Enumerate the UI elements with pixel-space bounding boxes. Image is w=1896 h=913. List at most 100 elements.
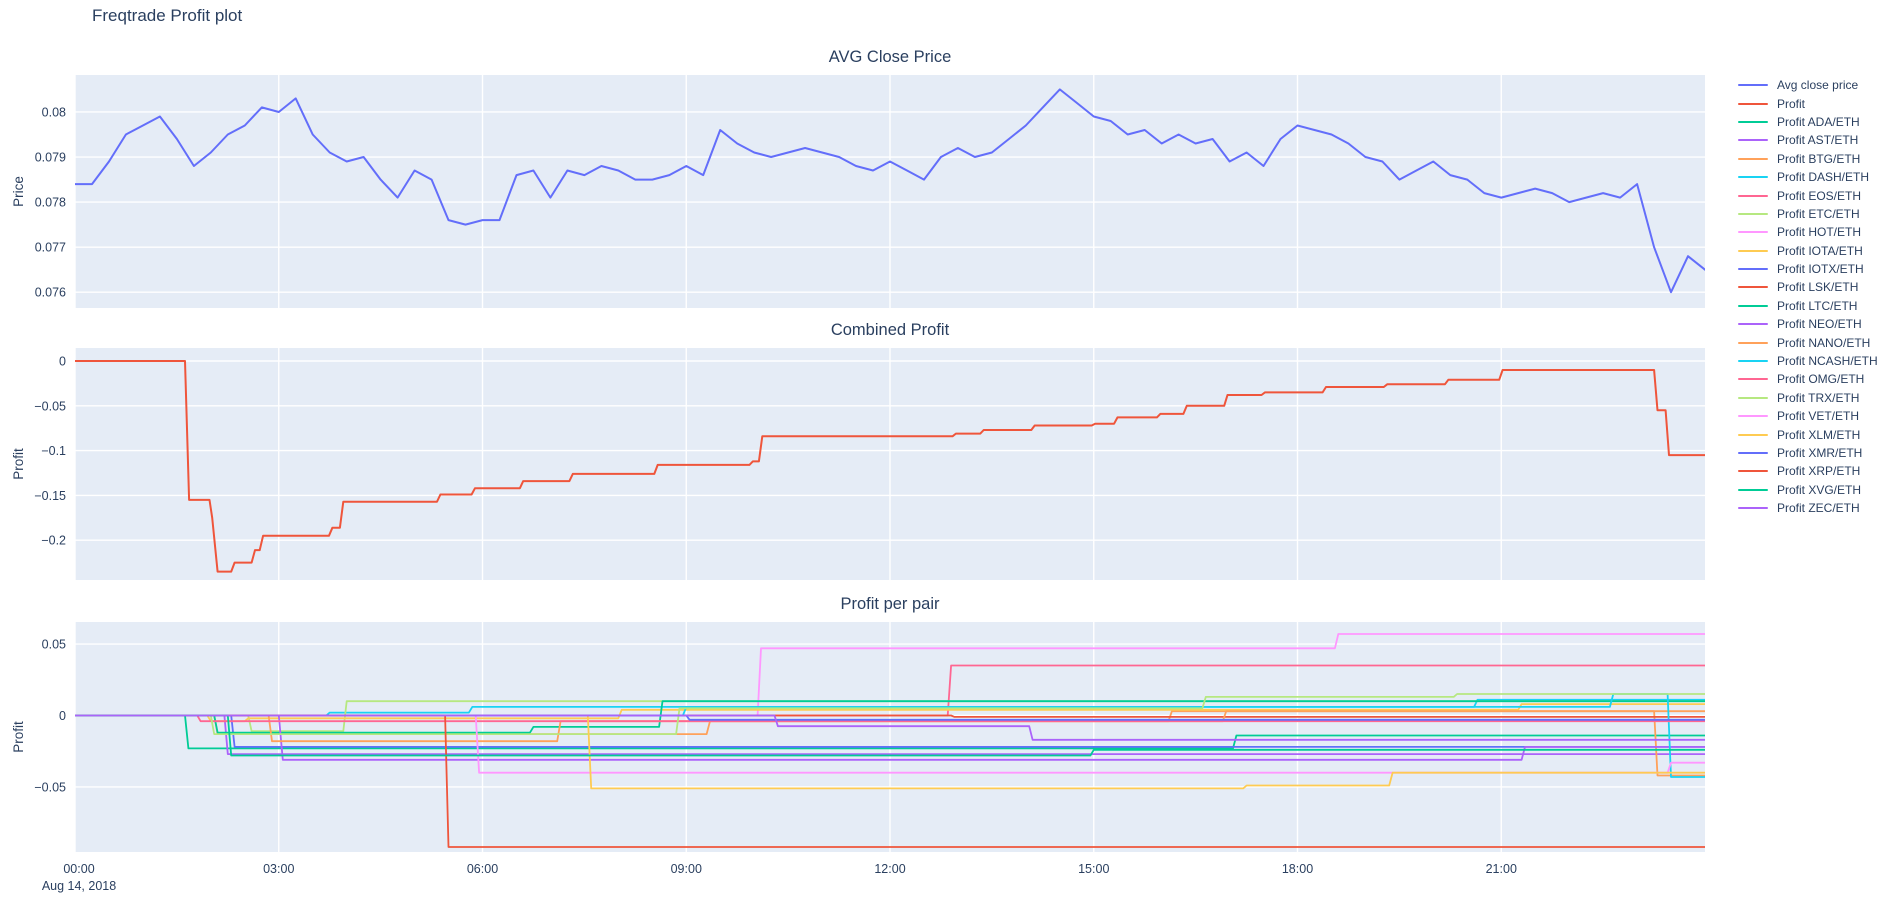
legend-label: Profit NCASH/ETH	[1777, 354, 1878, 369]
subplot-title: AVG Close Price	[829, 48, 952, 66]
legend-item[interactable]: Profit XMR/ETH	[1738, 444, 1896, 462]
legend-label: Profit XRP/ETH	[1777, 464, 1861, 479]
series-avg-close-price[interactable]	[75, 88, 1705, 294]
y-tick-label: −0.15	[34, 489, 66, 503]
legend-item[interactable]: Profit NCASH/ETH	[1738, 352, 1896, 370]
y-axis-label: Profit	[11, 448, 26, 480]
series-profit[interactable]	[75, 360, 1705, 573]
y-tick-label: −0.2	[41, 534, 66, 548]
y-tick-label: 0.076	[35, 286, 66, 300]
legend-label: Profit ADA/ETH	[1777, 114, 1860, 129]
series-profit-nano-eth[interactable]	[75, 710, 1705, 743]
legend-item[interactable]: Profit IOTA/ETH	[1738, 242, 1896, 260]
page-title: Freqtrade Profit plot	[92, 6, 243, 25]
legend-label: Profit TRX/ETH	[1777, 390, 1860, 405]
avg-close-price-chart[interactable]: 0.08 0.079 0.078 0.077 0.076 AVG Close Price P…	[11, 48, 1705, 308]
combined-profit-canvas[interactable]: 0 −0.05 −0.1 −0.15 −0.2 Combined Profit Profit	[11, 321, 1705, 580]
y-tick-label: −0.05	[34, 399, 66, 413]
legend-item[interactable]: Profit TRX/ETH	[1738, 389, 1896, 407]
legend-swatch-line-icon	[1738, 120, 1768, 123]
x-tick-label: 06:00	[467, 862, 498, 876]
y-tick-label: 0	[59, 709, 66, 723]
legend-swatch-line-icon	[1738, 323, 1768, 326]
x-tick-label: 12:00	[874, 862, 905, 876]
legend-item[interactable]: Profit LSK/ETH	[1738, 278, 1896, 296]
legend-item[interactable]: Profit XLM/ETH	[1738, 425, 1896, 443]
legend-item[interactable]: Profit DASH/ETH	[1738, 168, 1896, 186]
x-axis-date-label: Aug 14, 2018	[42, 879, 116, 893]
profit-per-pair-canvas[interactable]: 0.05 0 −0.05 Profit per pair Profit 00:00 03:0…	[11, 595, 1705, 893]
legend-label: Profit DASH/ETH	[1777, 170, 1870, 185]
y-tick-label: 0.05	[42, 638, 66, 652]
legend-label: Profit NEO/ETH	[1777, 317, 1862, 332]
legend-swatch-line-icon	[1738, 304, 1768, 307]
legend: Avg close price Profit Profit ADA/ETH Profi…	[1738, 76, 1896, 517]
x-tick-label: 15:00	[1078, 862, 1109, 876]
y-tick-label: −0.05	[34, 780, 66, 794]
legend-swatch-line-icon	[1738, 139, 1768, 142]
y-tick-label: 0.08	[42, 105, 66, 119]
series-profit-ltc-eth[interactable]	[75, 700, 1705, 734]
legend-label: Profit	[1777, 96, 1806, 111]
legend-swatch-line-icon	[1738, 194, 1768, 197]
legend-item[interactable]: Profit LTC/ETH	[1738, 297, 1896, 315]
legend-item[interactable]: Profit NEO/ETH	[1738, 315, 1896, 333]
x-tick-label: 21:00	[1486, 862, 1517, 876]
legend-swatch-line-icon	[1738, 433, 1768, 436]
series-profit-trx-eth[interactable]	[75, 693, 1705, 735]
legend-label: Profit VET/ETH	[1777, 409, 1860, 424]
y-tick-label: 0.077	[35, 241, 66, 255]
legend-swatch-line-icon	[1738, 470, 1768, 473]
legend-swatch-line-icon	[1738, 157, 1768, 160]
legend-item[interactable]: Profit ADA/ETH	[1738, 113, 1896, 131]
legend-swatch-line-icon	[1738, 102, 1768, 105]
legend-label: Profit LTC/ETH	[1777, 298, 1858, 313]
subplot-title: Profit per pair	[840, 595, 940, 613]
y-tick-label: 0.079	[35, 151, 66, 165]
series-profit-xlm-eth[interactable]	[75, 714, 1705, 790]
legend-item[interactable]: Profit NANO/ETH	[1738, 333, 1896, 351]
legend-swatch-line-icon	[1738, 286, 1768, 289]
legend-item[interactable]: Profit AST/ETH	[1738, 131, 1896, 149]
legend-item[interactable]: Profit XVG/ETH	[1738, 481, 1896, 499]
legend-item[interactable]: Profit VET/ETH	[1738, 407, 1896, 425]
legend-item[interactable]: Profit XRP/ETH	[1738, 462, 1896, 480]
legend-label: Profit OMG/ETH	[1777, 372, 1865, 387]
legend-swatch-line-icon	[1738, 507, 1768, 510]
legend-item[interactable]: Profit ETC/ETH	[1738, 205, 1896, 223]
y-axis-label: Profit	[11, 721, 26, 753]
legend-swatch-line-icon	[1738, 378, 1768, 381]
legend-label: Avg close price	[1777, 78, 1859, 93]
legend-item[interactable]: Profit ZEC/ETH	[1738, 499, 1896, 517]
legend-item[interactable]: Profit OMG/ETH	[1738, 370, 1896, 388]
x-tick-label: 09:00	[671, 862, 702, 876]
legend-swatch-line-icon	[1738, 231, 1768, 234]
legend-swatch-line-icon	[1738, 84, 1768, 87]
legend-label: Profit IOTA/ETH	[1777, 243, 1863, 258]
legend-label: Profit LSK/ETH	[1777, 280, 1859, 295]
y-tick-label: 0	[59, 354, 66, 368]
legend-label: Profit ZEC/ETH	[1777, 501, 1860, 516]
legend-label: Profit EOS/ETH	[1777, 188, 1862, 203]
legend-label: Profit XVG/ETH	[1777, 482, 1862, 497]
legend-label: Profit XMR/ETH	[1777, 446, 1863, 460]
legend-swatch-line-icon	[1738, 452, 1768, 454]
legend-item[interactable]: Profit BTG/ETH	[1738, 150, 1896, 168]
legend-swatch-line-icon	[1738, 396, 1768, 399]
legend-label: Profit HOT/ETH	[1777, 225, 1862, 240]
avg-close-price-canvas[interactable]: 0.08 0.079 0.078 0.077 0.076 AVG Close Price P…	[11, 48, 1705, 308]
legend-item[interactable]: Profit IOTX/ETH	[1738, 260, 1896, 278]
legend-swatch-line-icon	[1738, 341, 1768, 344]
combined-profit-chart[interactable]: 0 −0.05 −0.1 −0.15 −0.2 Combined Profit Profit	[11, 321, 1705, 580]
legend-swatch-line-icon	[1738, 268, 1768, 271]
legend-label: Profit NANO/ETH	[1777, 335, 1871, 350]
x-tick-label: 18:00	[1282, 862, 1313, 876]
legend-label: Profit IOTX/ETH	[1777, 262, 1864, 277]
legend-item[interactable]: Avg close price	[1738, 76, 1896, 94]
legend-item[interactable]: Profit	[1738, 94, 1896, 112]
profit-per-pair-chart[interactable]: 0.05 0 −0.05 Profit per pair Profit 00:00 03:0…	[11, 595, 1705, 893]
legend-item[interactable]: Profit HOT/ETH	[1738, 223, 1896, 241]
series-profit-zec-eth[interactable]	[75, 714, 1705, 741]
legend-item[interactable]: Profit EOS/ETH	[1738, 186, 1896, 204]
